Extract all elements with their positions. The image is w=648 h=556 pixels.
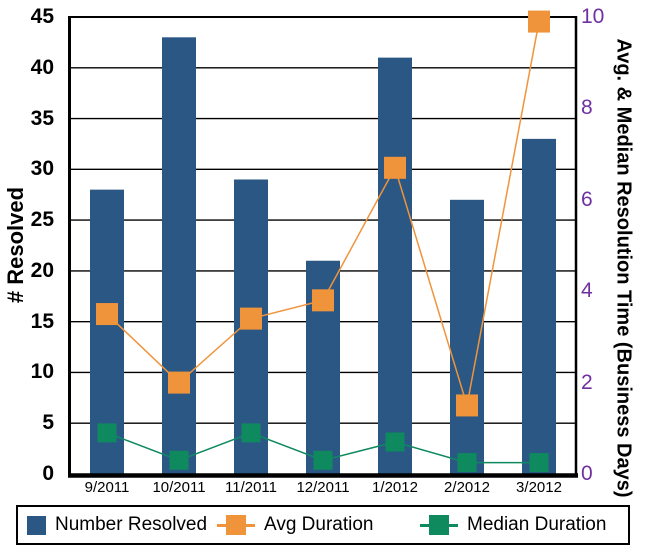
- left-axis-tick-10: 10: [30, 360, 54, 384]
- median-duration-marker-3-2012: [529, 453, 549, 473]
- left-axis-tick-45: 45: [30, 5, 54, 28]
- bar-3-2012: [522, 138, 556, 474]
- legend-item-number-resolved: Number Resolved: [27, 507, 207, 543]
- avg-duration-marker-1-2012: [384, 156, 406, 179]
- left-axis-tick-5: 5: [42, 411, 54, 435]
- avg-duration-marker-2-2012: [456, 394, 478, 417]
- median-duration-marker-12-2011: [313, 450, 333, 470]
- median-duration-marker-10-2011: [169, 450, 189, 470]
- avg-duration-marker-9-2011: [96, 303, 118, 326]
- right-axis-tick-8: 8: [581, 96, 593, 120]
- avg-duration-marker-10-2011: [168, 371, 190, 394]
- left-axis-tick-30: 30: [30, 157, 54, 181]
- median-duration-marker-9-2011: [97, 423, 117, 443]
- bar-1-2012: [378, 57, 412, 474]
- bar-10-2011: [162, 37, 196, 475]
- median-duration-swatch: [429, 515, 449, 535]
- legend-label-median-duration: Median Duration: [467, 514, 607, 535]
- left-axis-tick-25: 25: [30, 208, 54, 232]
- right-axis-ticks: 0 2 4 6 8 10: [581, 0, 627, 556]
- avg-duration-swatch-line: [217, 515, 255, 535]
- median-duration-marker-11-2011: [241, 423, 261, 443]
- legend-item-avg-duration: Avg Duration: [217, 507, 374, 543]
- legend-label-number-resolved: Number Resolved: [55, 514, 208, 535]
- right-axis-tick-2: 2: [581, 370, 593, 394]
- median-duration-marker-1-2012: [385, 432, 405, 452]
- avg-duration-marker-12-2011: [312, 289, 334, 312]
- left-axis-tick-35: 35: [30, 106, 54, 130]
- number-resolved-swatch: [27, 515, 46, 535]
- legend-label-avg-duration: Avg Duration: [264, 514, 374, 535]
- median-duration-swatch-line: [420, 515, 458, 535]
- right-axis-tick-10: 10: [581, 5, 605, 28]
- avg-duration-marker-11-2011: [240, 307, 262, 330]
- right-axis-tick-0: 0: [581, 462, 593, 485]
- avg-duration-swatch: [226, 515, 246, 535]
- bar-2-2012: [450, 199, 484, 475]
- left-axis-tick-40: 40: [30, 55, 54, 79]
- left-axis-ticks: 0 5 10 15 20 25 30 35 40 45: [0, 0, 62, 556]
- left-axis-tick-15: 15: [30, 309, 54, 333]
- right-axis-tick-4: 4: [581, 279, 593, 303]
- avg-duration-marker-3-2012: [528, 10, 550, 33]
- legend: Number Resolved Avg Duration Median Dura…: [16, 505, 630, 545]
- left-axis-tick-0: 0: [42, 462, 54, 485]
- legend-item-median-duration: Median Duration: [420, 507, 606, 543]
- median-duration-marker-2-2012: [457, 453, 477, 473]
- right-axis-tick-6: 6: [581, 187, 593, 211]
- left-axis-tick-20: 20: [30, 258, 54, 282]
